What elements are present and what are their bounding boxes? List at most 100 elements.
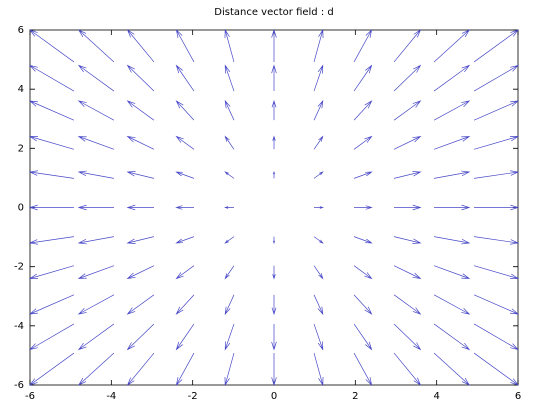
vector-arrow <box>271 294 277 316</box>
vector-arrow <box>313 352 324 387</box>
vector-arrow <box>28 265 75 279</box>
vector-arrow <box>353 352 373 387</box>
vector-arrow <box>313 64 324 92</box>
vector-arrow <box>175 352 195 387</box>
vector-arrow <box>28 323 75 351</box>
vector-arrow <box>433 29 471 63</box>
vector-arrow <box>224 171 235 179</box>
vector-arrow <box>28 294 75 315</box>
chart-title: Distance vector field : d <box>214 7 333 18</box>
vector-arrow <box>77 136 115 150</box>
x-tick-label: 4 <box>433 391 439 402</box>
vector-arrow <box>224 265 235 280</box>
vector-arrow <box>393 294 422 315</box>
vector-arrow <box>474 204 520 211</box>
vector-arrow <box>126 171 155 179</box>
vector-arrow <box>77 323 115 351</box>
y-tick-label: 2 <box>18 143 24 154</box>
vector-arrow <box>473 352 519 386</box>
vector-arrow <box>313 99 324 121</box>
vector-arrow <box>434 236 471 245</box>
vector-arrow <box>473 294 520 315</box>
vector-arrow <box>29 352 75 386</box>
vector-arrow <box>272 135 276 150</box>
vector-arrow <box>224 135 235 150</box>
vector-arrow <box>271 99 277 121</box>
vector-arrow <box>77 170 114 179</box>
vector-arrow <box>353 135 373 150</box>
vector-arrow <box>126 352 155 386</box>
vector-arrow <box>393 323 422 351</box>
vector-arrow <box>273 170 275 179</box>
vector-arrow <box>224 323 235 351</box>
vector-arrow <box>77 294 115 315</box>
vector-arrow <box>313 265 324 280</box>
vector-arrow <box>77 204 114 211</box>
vector-arrow <box>77 29 115 63</box>
vector-arrow <box>393 236 422 244</box>
vector-arrow <box>474 236 520 245</box>
vector-arrow <box>393 64 422 92</box>
vector-arrow <box>313 294 324 316</box>
vector-arrow <box>393 352 422 386</box>
vector-arrow <box>353 294 373 315</box>
vector-arrow <box>433 265 471 279</box>
vector-arrow <box>313 171 324 179</box>
vector-arrow <box>175 171 195 179</box>
x-tick-label: -2 <box>188 391 198 402</box>
vector-arrow <box>353 28 373 63</box>
vector-arrow <box>175 64 195 92</box>
vector-arrow <box>224 28 235 63</box>
vector-arrow <box>28 100 75 121</box>
vector-arrow <box>224 294 235 316</box>
vector-arrow <box>353 64 373 92</box>
vector-arrow <box>313 323 324 351</box>
vector-arrow <box>271 323 277 351</box>
vector-arrow <box>28 236 74 245</box>
vector-arrow <box>175 100 195 121</box>
vector-arrow <box>473 323 520 351</box>
vector-arrow <box>175 294 195 315</box>
y-tick-label: -2 <box>14 262 24 273</box>
vector-arrow <box>433 294 471 315</box>
vector-arrow <box>126 100 155 121</box>
vector-arrow <box>175 135 195 150</box>
vector-arrow <box>433 352 471 386</box>
vector-arrow <box>272 265 276 280</box>
vector-arrow <box>77 100 115 121</box>
vector-arrow <box>126 236 155 244</box>
vector-arrow <box>28 64 75 92</box>
vector-arrow <box>77 236 114 245</box>
y-tick-label: 0 <box>18 203 24 214</box>
vector-arrow <box>224 206 234 209</box>
vector-arrow <box>126 294 155 315</box>
vector-arrow <box>175 265 195 280</box>
vector-arrow <box>474 170 520 179</box>
vector-arrow <box>434 170 471 179</box>
vector-arrow <box>77 64 115 92</box>
vector-arrow <box>433 100 471 121</box>
vector-arrow <box>273 236 275 245</box>
vector-arrow <box>473 136 520 150</box>
vector-arrow <box>393 171 422 179</box>
vector-arrow <box>77 352 115 386</box>
vector-arrow <box>433 64 471 92</box>
y-tick-label: -4 <box>14 321 24 332</box>
vector-arrow <box>271 28 277 62</box>
y-tick-label: 6 <box>18 25 24 36</box>
vector-arrow <box>126 64 155 92</box>
vector-arrow <box>313 236 324 244</box>
y-tick-label: 4 <box>18 84 24 95</box>
vector-arrow <box>353 100 373 121</box>
vector-arrow <box>473 29 519 63</box>
vector-arrow <box>353 265 373 280</box>
vector-arrow <box>354 205 373 210</box>
vector-arrow <box>353 323 373 351</box>
vector-arrow <box>175 205 194 210</box>
vector-arrow <box>175 323 195 351</box>
vector-arrow <box>473 265 520 279</box>
vector-arrow <box>126 135 155 150</box>
vector-arrow <box>126 265 155 280</box>
vector-arrow <box>224 64 235 92</box>
